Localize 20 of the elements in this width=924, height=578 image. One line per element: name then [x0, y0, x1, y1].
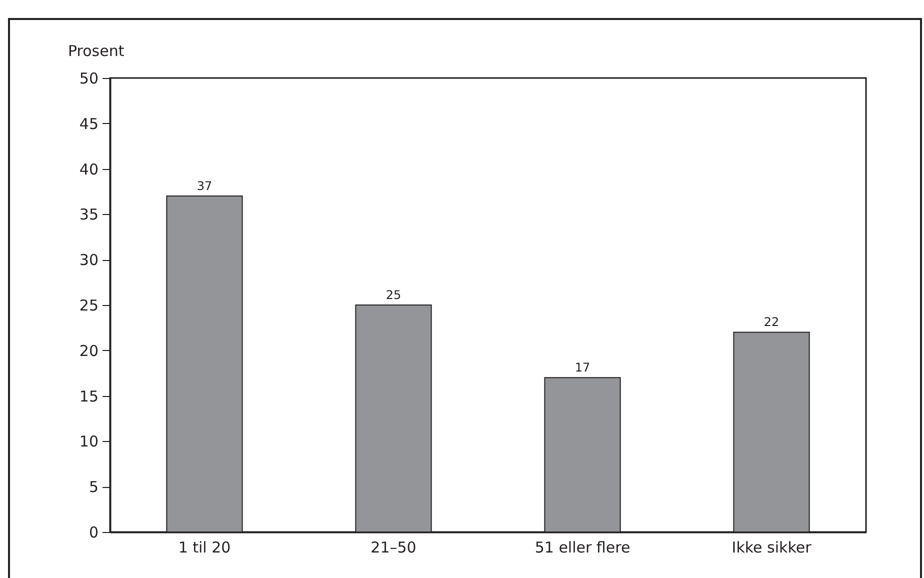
data-label: 17 — [574, 360, 590, 375]
y-tick-label: 35 — [79, 206, 98, 224]
x-tick-label: 51 eller flere — [534, 538, 630, 556]
y-axis-title: Prosent — [68, 42, 124, 60]
x-tick-label: 21–50 — [370, 538, 416, 556]
data-label: 22 — [764, 315, 780, 330]
x-tick-label: Ikke sikker — [732, 538, 812, 556]
y-tick-label: 0 — [88, 524, 98, 542]
y-tick-label: 30 — [79, 251, 98, 270]
y-tick-label: 5 — [88, 478, 98, 496]
y-tick-label: 25 — [79, 296, 98, 314]
y-tick-label: 50 — [79, 70, 98, 88]
y-tick-label: 15 — [79, 387, 98, 406]
y-tick-label: 20 — [79, 342, 98, 360]
y-tick-label: 45 — [79, 114, 98, 133]
x-tick-label: 1 til 20 — [178, 538, 231, 556]
data-label: 25 — [386, 288, 402, 302]
y-tick-label: 10 — [79, 432, 98, 451]
y-tick-label: 40 — [79, 160, 98, 178]
data-label: 37 — [196, 179, 212, 194]
